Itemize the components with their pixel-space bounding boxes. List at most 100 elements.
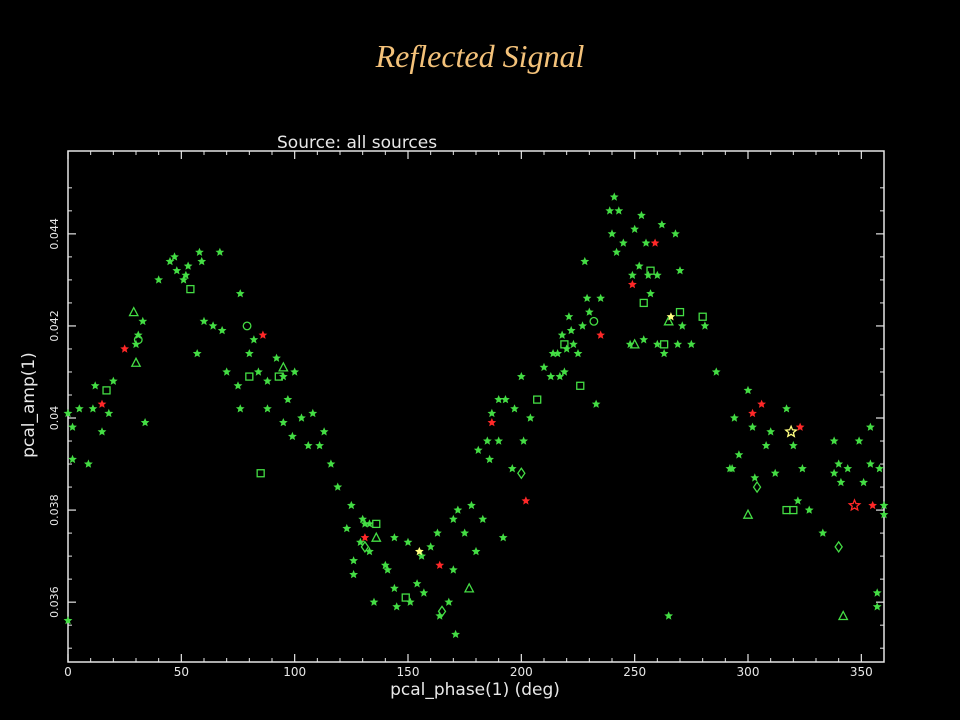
data-point-star: [646, 289, 655, 298]
data-point-star: [836, 477, 846, 487]
data-point-star: [97, 427, 107, 436]
data-point-square: [646, 266, 655, 275]
data-point-star: [609, 192, 619, 201]
data-point-square: [659, 340, 669, 349]
data-point-star: [498, 533, 508, 542]
data-point-star: [131, 339, 141, 349]
data-point-star: [297, 413, 306, 422]
data-point-square: [639, 298, 648, 308]
data-point-star: [566, 325, 576, 335]
data-point-star: [557, 330, 567, 339]
data-point-star: [585, 307, 594, 316]
data-point-star: [444, 597, 454, 606]
data-point-diamond: [752, 480, 762, 494]
data-point-star: [403, 537, 413, 546]
data-point-star: [63, 408, 73, 418]
y-tick-label: 0.044: [48, 218, 61, 250]
data-point-star: [507, 464, 517, 473]
data-point-star: [263, 404, 272, 413]
data-point-star: [179, 275, 188, 284]
data-point-star: [553, 349, 562, 358]
data-point-star: [75, 404, 84, 413]
data-point-star: [365, 519, 374, 528]
x-tick-label: 250: [623, 665, 646, 679]
data-point-star: [288, 431, 297, 441]
data-point-star: [872, 602, 882, 611]
data-point-star: [140, 418, 150, 427]
data-point-star: [68, 454, 77, 464]
data-point-star: [653, 270, 662, 279]
data-point-star: [487, 408, 497, 418]
data-point-star: [605, 206, 615, 215]
data-point-star: [879, 510, 889, 519]
data-point-star: [743, 385, 753, 395]
data-point-star: [249, 335, 259, 344]
data-point-star: [730, 413, 739, 422]
data-point-star: [369, 597, 379, 606]
y-tick-label: 0.04: [48, 406, 61, 431]
data-point-square: [576, 381, 585, 390]
data-point-star: [596, 293, 605, 302]
data-point-star: [90, 381, 100, 390]
data-point-square: [698, 312, 707, 321]
data-point-star: [555, 372, 565, 381]
x-tick-label: 350: [850, 665, 873, 679]
data-point-square: [789, 505, 798, 515]
data-point-star: [591, 399, 601, 408]
data-point-star: [471, 546, 481, 556]
data-point-star: [192, 349, 202, 358]
data-point-star: [804, 505, 814, 514]
data-point-star: [866, 422, 875, 431]
data-point-star: [766, 427, 775, 436]
data-point-star: [483, 436, 492, 445]
data-point-star: [793, 496, 803, 505]
data-point-square: [372, 519, 381, 529]
data-point-star: [677, 321, 687, 330]
data-point-star: [501, 395, 510, 404]
data-point-triangle: [128, 306, 140, 317]
data-point-star: [879, 500, 889, 510]
data-point-star: [233, 381, 243, 390]
data-point-star: [750, 473, 760, 482]
data-point-triangle: [629, 338, 640, 349]
data-point-star: [875, 464, 884, 473]
data-point-square: [256, 469, 265, 478]
data-point-star: [843, 464, 853, 473]
data-point-star: [859, 477, 868, 487]
data-point-star: [643, 270, 653, 279]
data-point-star: [215, 247, 225, 256]
data-point-star: [412, 579, 422, 588]
x-axis-label: pcal_phase(1) (deg): [390, 680, 560, 700]
data-point-triangle: [663, 315, 674, 326]
data-point-star: [415, 546, 424, 556]
data-point-star: [435, 611, 445, 620]
data-point-star: [451, 629, 460, 639]
slide-title: Reflected Signal: [375, 38, 585, 74]
data-point-star: [494, 436, 503, 445]
data-point-star: [333, 482, 343, 491]
data-point-diamond: [437, 605, 447, 618]
data-point-star: [868, 500, 877, 510]
data-point-star: [734, 450, 744, 459]
data-point-star: [208, 321, 218, 330]
data-point-star: [138, 316, 148, 326]
data-point-star: [675, 266, 685, 275]
data-point-square: [560, 340, 569, 349]
data-point-star: [711, 367, 721, 376]
data-point-square: [675, 307, 685, 317]
data-point-star: [664, 611, 673, 620]
data-point-star: [580, 256, 590, 266]
data-point-star: [526, 413, 535, 422]
data-point-star: [578, 321, 587, 330]
data-point-star: [650, 238, 660, 247]
data-point-star: [181, 270, 191, 279]
data-point-star: [104, 408, 114, 418]
data-point-square: [401, 593, 410, 602]
data-point-star: [235, 289, 245, 298]
data-point-star: [390, 533, 399, 542]
data-point-star: [63, 616, 73, 625]
chart-title: Source: all sources: [277, 133, 437, 153]
data-point-star: [417, 551, 426, 560]
x-tick-label: 100: [283, 665, 306, 679]
data-point-star: [365, 546, 374, 556]
